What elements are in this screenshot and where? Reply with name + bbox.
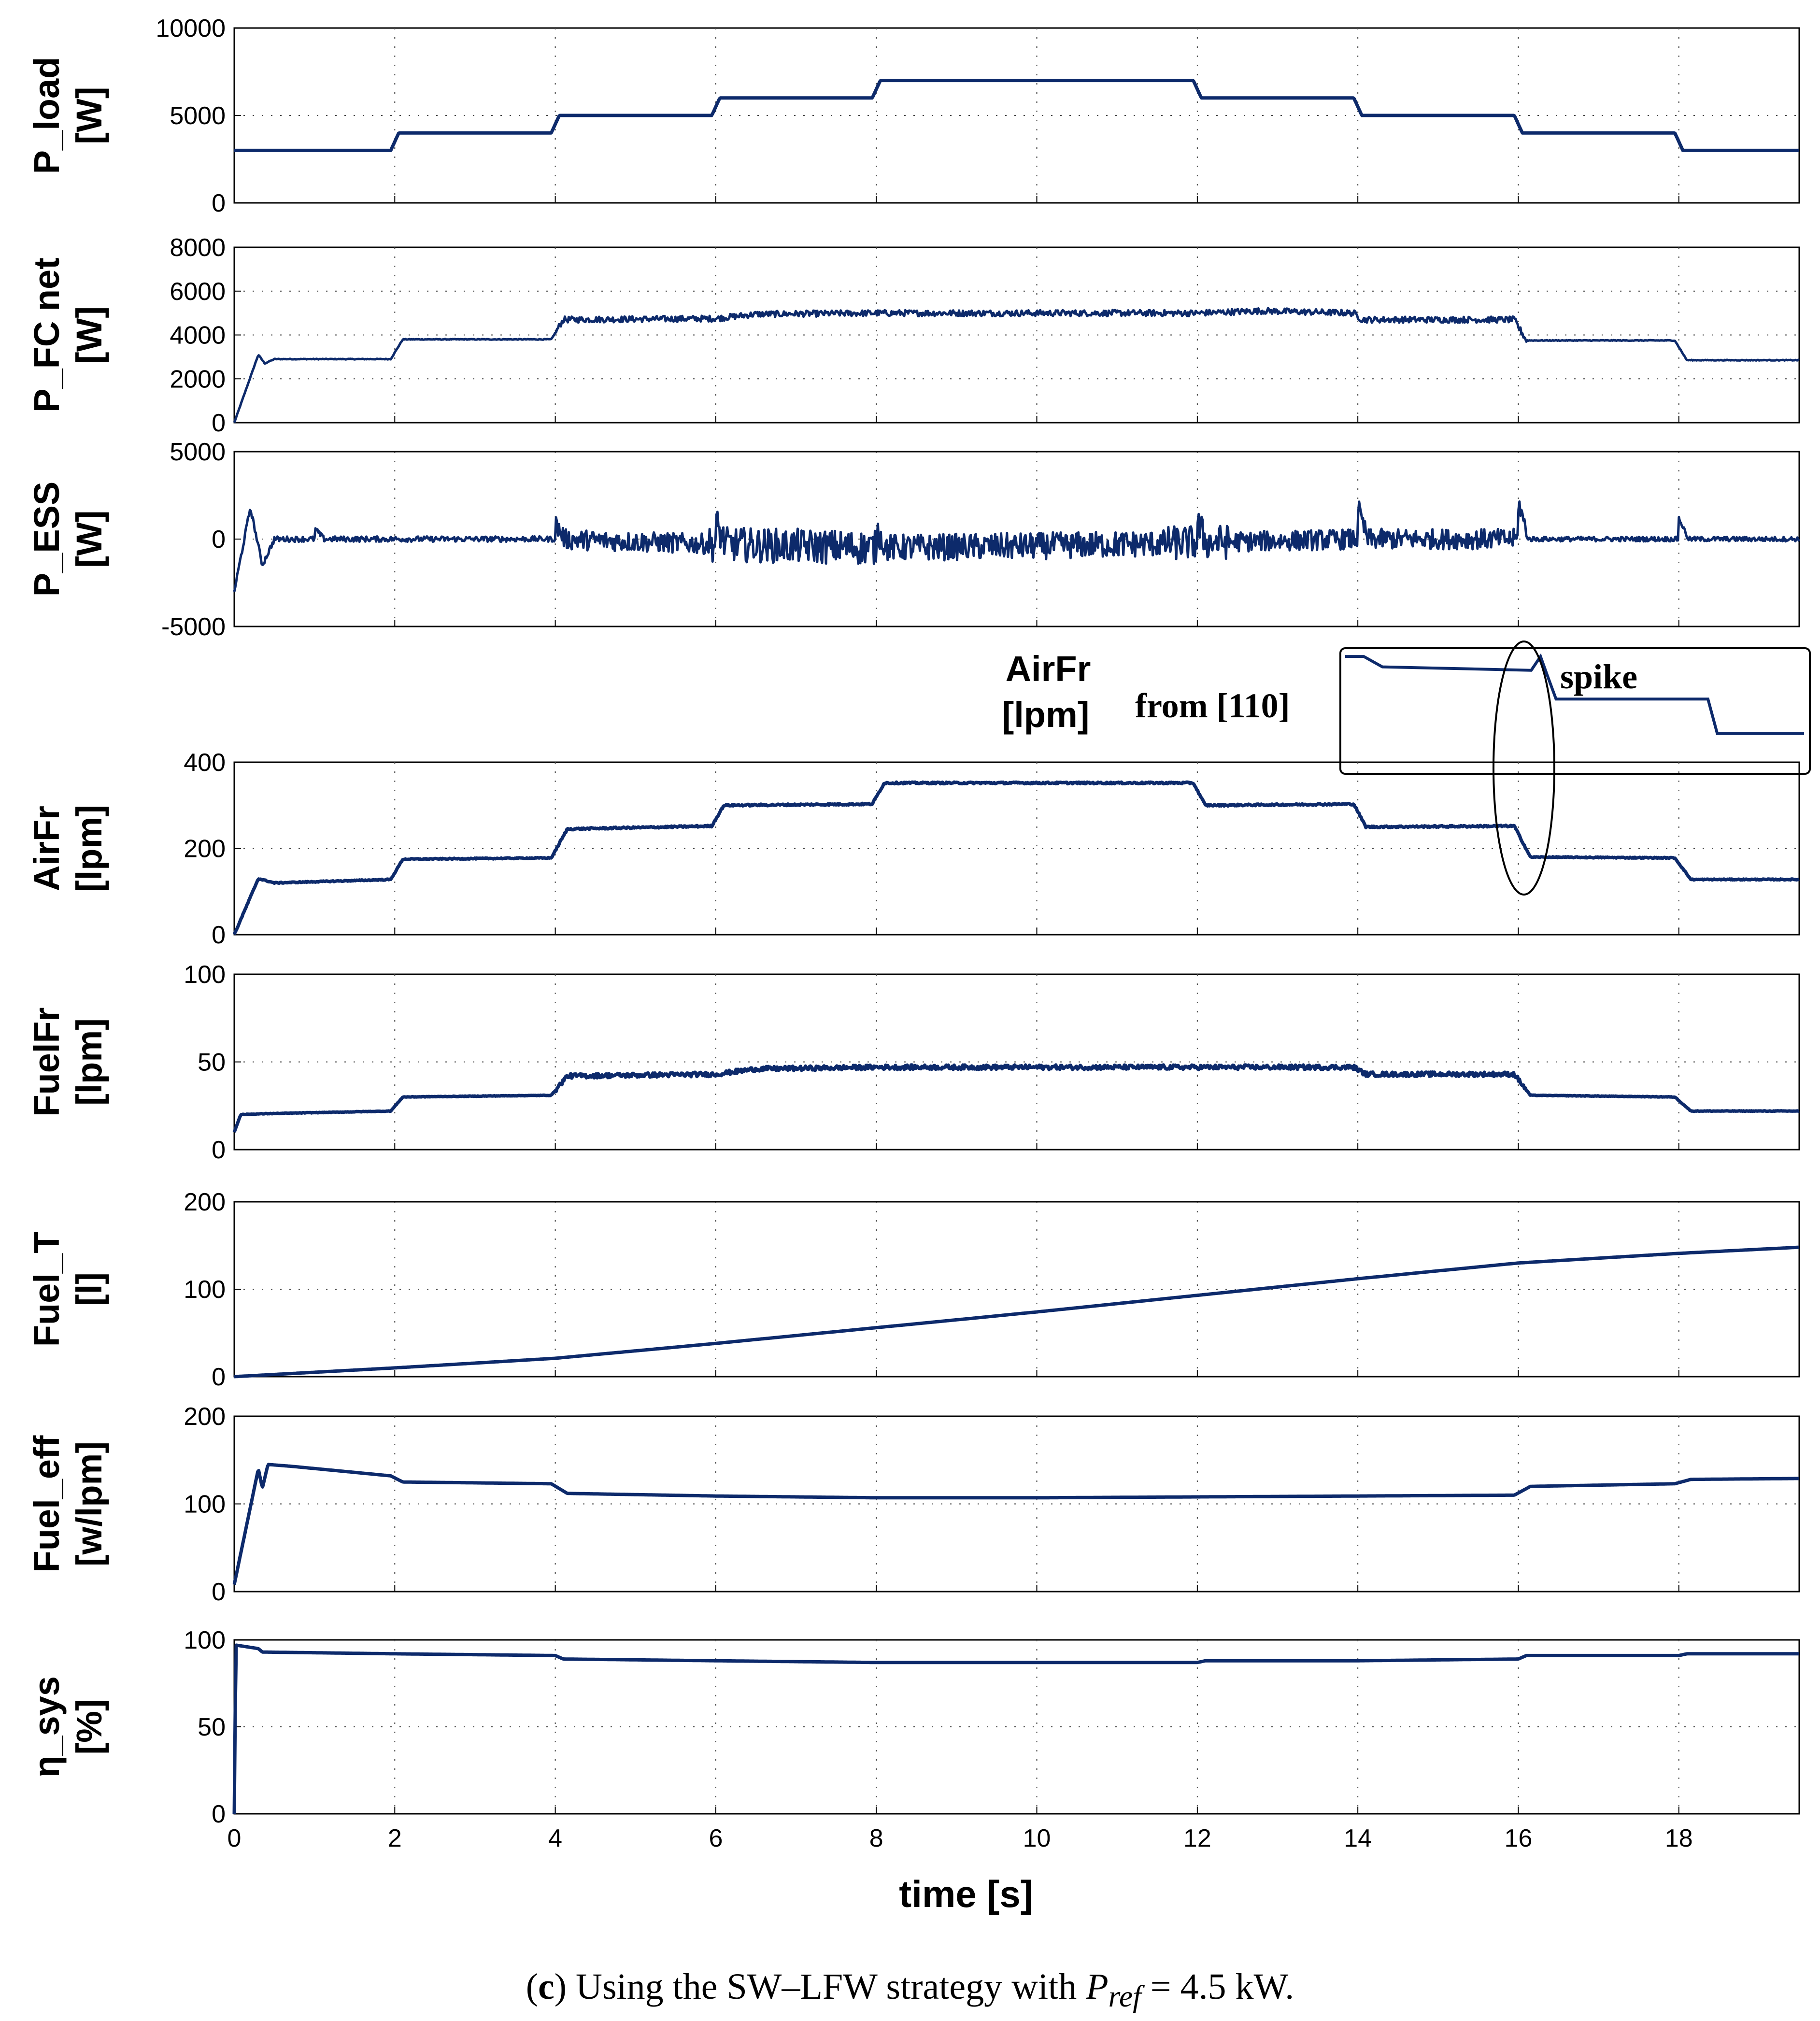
- x-axis-label: time [s]: [899, 1873, 1033, 1915]
- inset-source-label: from [110]: [1135, 686, 1290, 725]
- subplot-p_ess: -5000 0 5000 P_ESS [W]: [27, 438, 1801, 641]
- y-axis-label-line2: [%]: [69, 1699, 109, 1754]
- subplot-eta_sys: 0 50 100 η_sys [%] 0 2 4 6 8 10 12 14 16 18: [27, 1626, 1800, 1852]
- plot-frame: [233, 973, 1800, 1151]
- y-tick-label: 0: [212, 1363, 226, 1391]
- y-tick-label: 200: [184, 1188, 226, 1216]
- caption-value: = 4.5 kW.: [1141, 1966, 1294, 2007]
- y-axis-label-line1: P_load: [27, 57, 67, 174]
- plot-frame: [233, 761, 1800, 936]
- series-line-p_ess: [233, 500, 1801, 592]
- y-tick-label: -5000: [161, 613, 226, 641]
- x-tick-label: 10: [1023, 1824, 1051, 1852]
- y-tick-label: 50: [198, 1049, 226, 1077]
- y-axis-label-line1: P_ESS: [27, 482, 67, 597]
- y-tick-label: 6000: [170, 278, 226, 306]
- x-tick-label: 0: [228, 1824, 242, 1852]
- y-tick-label: 4000: [170, 322, 226, 350]
- caption-symbol: P: [1086, 1966, 1109, 2007]
- plot-frame: [233, 246, 1800, 424]
- x-tick-label: 6: [709, 1824, 723, 1852]
- inset-label-line1: AirFr: [1006, 649, 1091, 689]
- y-tick-label: 0: [212, 1136, 226, 1164]
- y-tick-label: 0: [212, 526, 226, 554]
- y-tick-label: 100: [184, 1276, 226, 1304]
- inset-comparison: spike AirFr [lpm] from [110]: [1002, 640, 1811, 896]
- y-tick-label: 0: [212, 921, 226, 949]
- y-axis-label-line2: [W]: [69, 510, 109, 568]
- caption-letter: c: [538, 1966, 555, 2007]
- y-tick-label: 400: [184, 749, 226, 777]
- series-line-eta_sys: [232, 1643, 1800, 1814]
- subplot-p_fc_net: 0 2000 4000 6000 8000 P_FC net [W]: [27, 234, 1800, 437]
- subplot-airfr: 0 200 400 AirFr [lpm]: [27, 749, 1800, 949]
- y-axis-label-line2: [W]: [69, 86, 109, 144]
- y-tick-label: 0: [212, 189, 226, 217]
- plot-frame: [233, 27, 1800, 204]
- caption-prefix: (: [526, 1966, 539, 2007]
- y-axis-label-line2: [lpm]: [69, 1018, 109, 1106]
- series-line-fuel_t: [233, 1245, 1800, 1379]
- y-tick-label: 100: [184, 961, 226, 989]
- subplot-fuel_t: 0 100 200 Fuel_T [l]: [27, 1188, 1800, 1391]
- y-tick-label: 0: [212, 1800, 226, 1828]
- y-axis-label-line2: [lpm]: [69, 805, 109, 892]
- plot-frame: [233, 1201, 1800, 1378]
- inset-label-line2: [lpm]: [1002, 695, 1090, 735]
- x-tick-label: 16: [1505, 1824, 1533, 1852]
- y-tick-label: 2000: [170, 365, 226, 393]
- y-tick-label: 5000: [170, 438, 226, 466]
- series-line-fuel_eff: [232, 1463, 1800, 1585]
- y-axis-label-line2: [W]: [69, 306, 109, 364]
- x-tick-label: 14: [1344, 1824, 1372, 1852]
- x-tick-label: 12: [1183, 1824, 1211, 1852]
- y-tick-label: 200: [184, 835, 226, 863]
- x-tick-label: 8: [869, 1824, 883, 1852]
- y-axis-label-line1: FuelFr: [27, 1007, 67, 1116]
- series-line-p_fc_net: [233, 307, 1800, 423]
- y-axis-label-line1: Fuel_eff: [27, 1435, 67, 1572]
- y-tick-label: 0: [212, 409, 226, 437]
- y-axis-label-line1: P_FC net: [27, 257, 67, 413]
- subplot-fuel_eff: 0 100 200 Fuel_eff [w/lpm]: [27, 1403, 1800, 1606]
- plot-frame: [233, 1415, 1800, 1593]
- y-tick-label: 50: [198, 1713, 226, 1741]
- subplot-fuelfr: 0 50 100 FuelFr [lpm]: [27, 961, 1800, 1164]
- inset-annotation-spike: spike: [1560, 657, 1637, 696]
- x-tick-label: 18: [1665, 1824, 1693, 1852]
- figure-caption: (c) Using the SW–LFW strategy with Pref …: [0, 1966, 1820, 2014]
- y-tick-label: 8000: [170, 234, 226, 262]
- y-axis-label-line1: Fuel_T: [27, 1232, 67, 1347]
- x-tick-label: 4: [548, 1824, 562, 1852]
- y-axis-label-line1: η_sys: [27, 1676, 67, 1778]
- inset-frame: [1339, 647, 1811, 775]
- y-axis-label-line1: AirFr: [27, 806, 67, 891]
- y-axis-label-line2: [w/lpm]: [69, 1441, 109, 1566]
- subplot-p_load: 0 5000 10000 P_load [W]: [27, 14, 1800, 217]
- y-tick-label: 200: [184, 1403, 226, 1431]
- series-line-p_load: [233, 79, 1800, 152]
- y-tick-label: 10000: [156, 14, 226, 43]
- plot-frame: [233, 1639, 1800, 1815]
- caption-text: ) Using the SW–LFW strategy with: [554, 1966, 1086, 2007]
- spike-ellipse: [1493, 640, 1555, 896]
- y-tick-label: 100: [184, 1626, 226, 1654]
- y-tick-label: 5000: [170, 102, 226, 130]
- caption-subscript: ref: [1108, 1979, 1141, 2014]
- x-tick-label: 2: [388, 1824, 402, 1852]
- inset-airfr-line: [1345, 653, 1804, 735]
- y-axis-label-line2: [l]: [69, 1272, 109, 1306]
- series-line-fuelfr: [232, 1063, 1800, 1133]
- series-line-airfr: [232, 780, 1800, 935]
- y-tick-label: 100: [184, 1491, 226, 1519]
- y-tick-label: 0: [212, 1578, 226, 1606]
